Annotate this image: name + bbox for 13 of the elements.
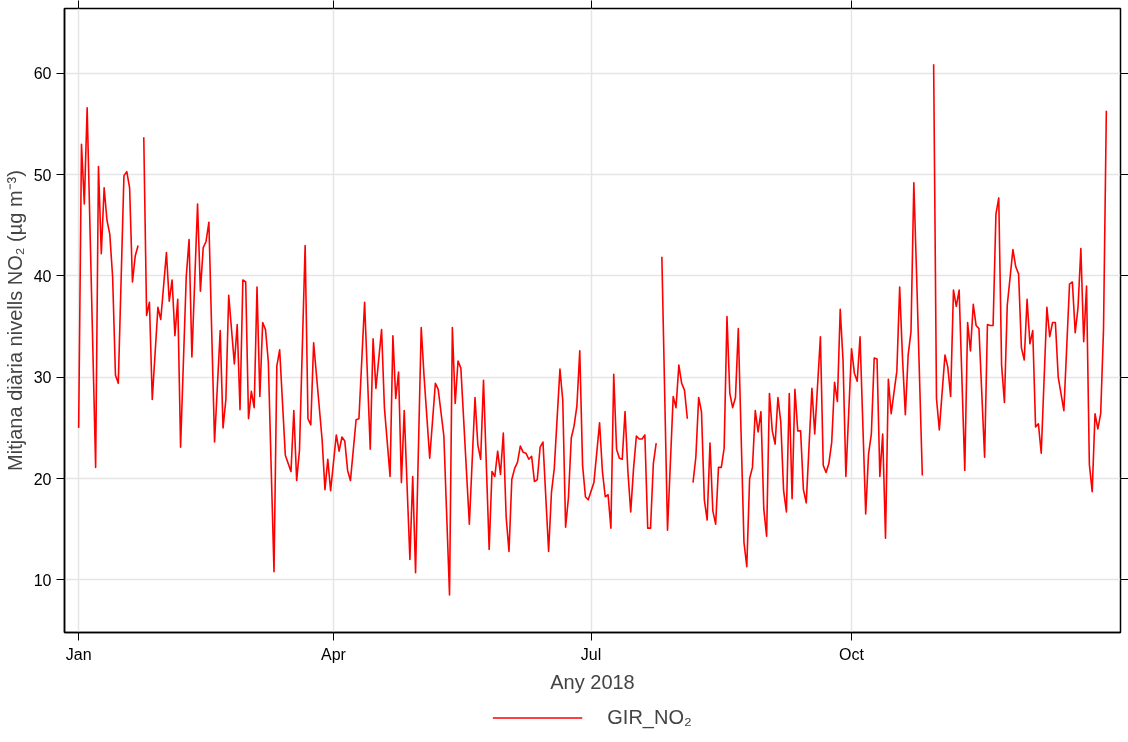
legend-label: GIR_NO₂ [607,705,692,729]
y-axis-title: Mitjana diària nivells NO₂ (µg m⁻³) [3,170,26,471]
y-tick-label: 10 [33,571,52,589]
y-tick-label: 50 [33,166,52,184]
y-tick-label: 30 [33,369,52,387]
x-tick-label: Oct [839,645,865,663]
x-tick-label: Jul [580,645,602,663]
x-tick-label: Apr [321,645,347,663]
x-axis-title: Any 2018 [550,670,635,693]
y-tick-label: 60 [33,65,52,83]
y-tick-label: 40 [33,267,52,285]
x-tick-label: Jan [65,645,92,663]
y-tick-label: 20 [33,470,52,488]
